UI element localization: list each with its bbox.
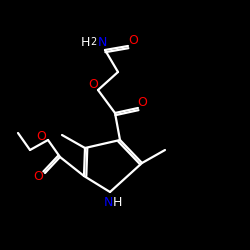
Text: O: O: [88, 78, 98, 92]
Text: 2: 2: [90, 37, 96, 47]
Text: O: O: [33, 170, 43, 182]
Text: N: N: [97, 36, 107, 49]
Text: O: O: [137, 96, 147, 110]
Text: H: H: [80, 36, 90, 49]
Text: O: O: [36, 130, 46, 143]
Text: O: O: [128, 34, 138, 48]
Text: H: H: [112, 196, 122, 209]
Text: N: N: [103, 196, 113, 209]
